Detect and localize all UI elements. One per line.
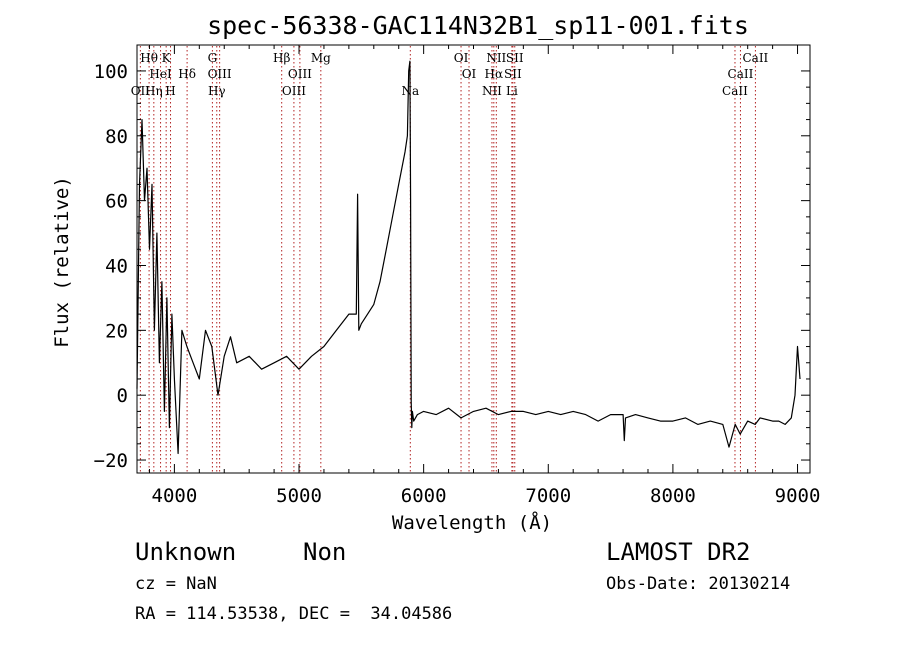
y-tick-label: 100 [94,61,128,83]
spectral-line-label: OI [462,67,477,81]
spectral-line-label: NII [486,51,506,65]
spectral-line-label: Hγ [208,84,226,98]
spectral-line-label: Hη [145,84,163,98]
spectral-line-label: Mg [311,51,331,65]
x-tick-label: 8000 [650,485,696,507]
spectral-line-label: Hδ [178,67,196,81]
spectral-line-markers [139,46,756,472]
spectral-line-label: CaII [728,67,754,81]
plot-frame [136,44,811,474]
object-class: Unknown [135,538,237,566]
x-tick-label: 5000 [276,485,322,507]
x-axis-label: Wavelength (Å) [392,511,552,534]
spectral-line-label: OIII [208,67,232,81]
spectral-line-label: Li [506,84,518,98]
survey-name: LAMOST DR2 [606,538,751,566]
spectral-line-label: OII [131,84,151,98]
y-tick-label: 20 [105,320,128,342]
observation-date: Obs-Date: 20130214 [606,574,791,594]
spectral-line-label: SII [506,51,524,65]
y-tick-label: 40 [105,255,128,277]
redshift-cz: cz = NaN [135,574,217,594]
spectral-line-label: CaII [742,51,768,65]
spectrum-series [136,60,801,455]
coordinates: RA = 114.53538, DEC = 34.04586 [135,604,453,624]
spectral-line-labels: OIIHθHηHeIKHHδGHγOIIIHβOIIIOIIIMgNaOIOIN… [131,51,769,98]
object-subclass: Non [303,538,347,566]
y-tick-label: 60 [105,191,128,213]
spectral-line-label: NII [482,84,502,98]
spectral-line-label: K [162,51,172,65]
chart-title: spec-56338-GAC114N32B1_sp11-001.fits [207,11,749,40]
spectral-line-label: OIII [288,67,312,81]
spectral-line-label: Hβ [273,51,290,65]
x-tick-label: 9000 [775,485,821,507]
spectral-line-label: OI [454,51,469,65]
spectral-line-label: H [165,84,175,98]
y-tick-label: 80 [105,126,128,148]
x-tick-label: 7000 [525,485,571,507]
spectral-line-label: SII [504,67,522,81]
spectral-line-label: HeI [149,67,172,81]
spectral-line-label: CaII [722,84,748,98]
x-axis-ticks: 4000 5000 6000 7000 8000 9000 [148,45,821,507]
spectral-line-label: G [208,51,218,65]
x-tick-label: 6000 [401,485,447,507]
spectrum-line [136,60,801,455]
y-axis-ticks: −20 0 20 40 60 80 100 [94,61,810,472]
x-tick-label: 4000 [152,485,198,507]
y-tick-label: 0 [117,385,128,407]
spectral-line-label: Hα [485,67,504,81]
y-tick-label: −20 [94,450,128,472]
spectral-line-label: Hθ [140,51,158,65]
spectral-line-label: OIII [282,84,306,98]
y-axis-label: Flux (relative) [51,176,73,348]
